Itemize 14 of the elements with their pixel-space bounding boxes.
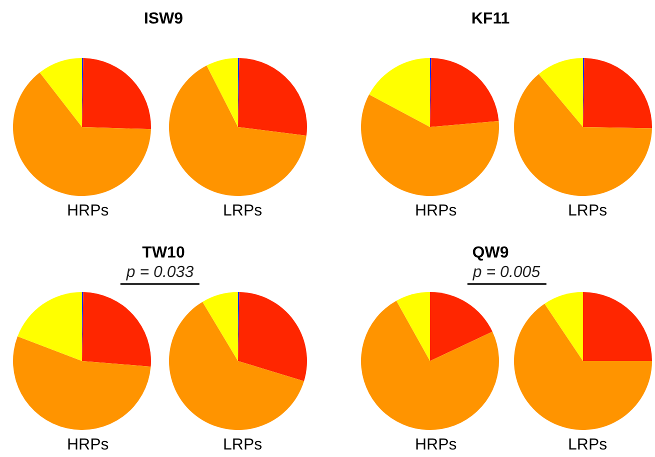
chart-title: TW10 [142, 244, 185, 262]
slice-label: LRPs [568, 202, 608, 220]
text: p = 0.033 [120, 264, 200, 285]
slice-label: HRPs [67, 202, 109, 220]
slice-label: LRPs [223, 436, 262, 454]
slice-label: HRPs [415, 202, 457, 220]
slice-label: LRPs [568, 436, 608, 454]
chart-title: ISW9 [144, 10, 184, 28]
text: p = 0.005 [466, 264, 546, 285]
chart-title: QW9 [472, 244, 509, 262]
chart-title: KF11 [471, 10, 510, 28]
slice-label: LRPs [223, 202, 262, 220]
slice-label: HRPs [67, 436, 109, 454]
slice-label: HRPs [415, 436, 457, 454]
